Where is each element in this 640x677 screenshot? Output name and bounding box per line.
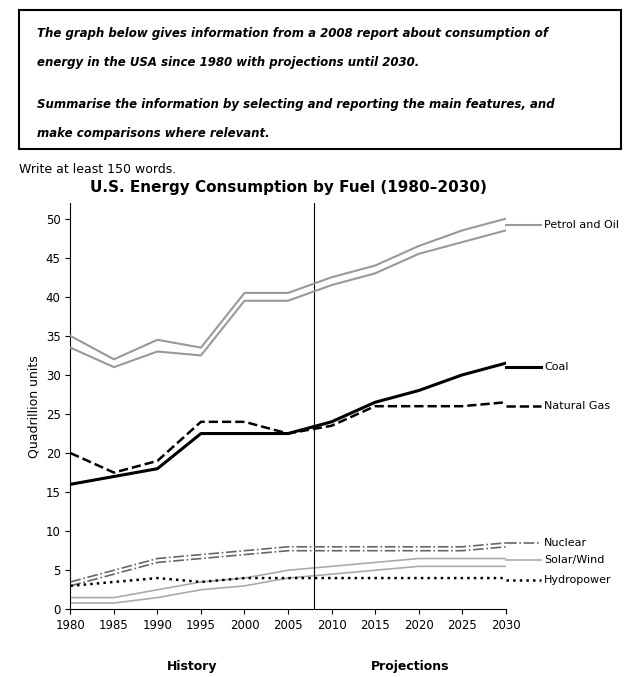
Text: Nuclear: Nuclear — [544, 538, 587, 548]
Title: U.S. Energy Consumption by Fuel (1980–2030): U.S. Energy Consumption by Fuel (1980–20… — [90, 180, 486, 195]
Text: History: History — [167, 660, 218, 673]
Text: Solar/Wind: Solar/Wind — [544, 555, 604, 565]
Text: The graph below gives information from a 2008 report about consumption of: The graph below gives information from a… — [37, 27, 548, 40]
Text: Projections: Projections — [371, 660, 449, 673]
Text: energy in the USA since 1980 with projections until 2030.: energy in the USA since 1980 with projec… — [37, 56, 419, 69]
Text: Summarise the information by selecting and reporting the main features, and: Summarise the information by selecting a… — [37, 97, 555, 110]
Text: make comparisons where relevant.: make comparisons where relevant. — [37, 127, 270, 139]
FancyBboxPatch shape — [19, 10, 621, 149]
Text: Write at least 150 words.: Write at least 150 words. — [19, 162, 177, 176]
Text: Hydropower: Hydropower — [544, 575, 612, 585]
Text: Coal: Coal — [544, 362, 568, 372]
Text: Petrol and Oil: Petrol and Oil — [544, 220, 619, 230]
Text: Natural Gas: Natural Gas — [544, 401, 610, 411]
Y-axis label: Quadrillion units: Quadrillion units — [28, 355, 40, 458]
